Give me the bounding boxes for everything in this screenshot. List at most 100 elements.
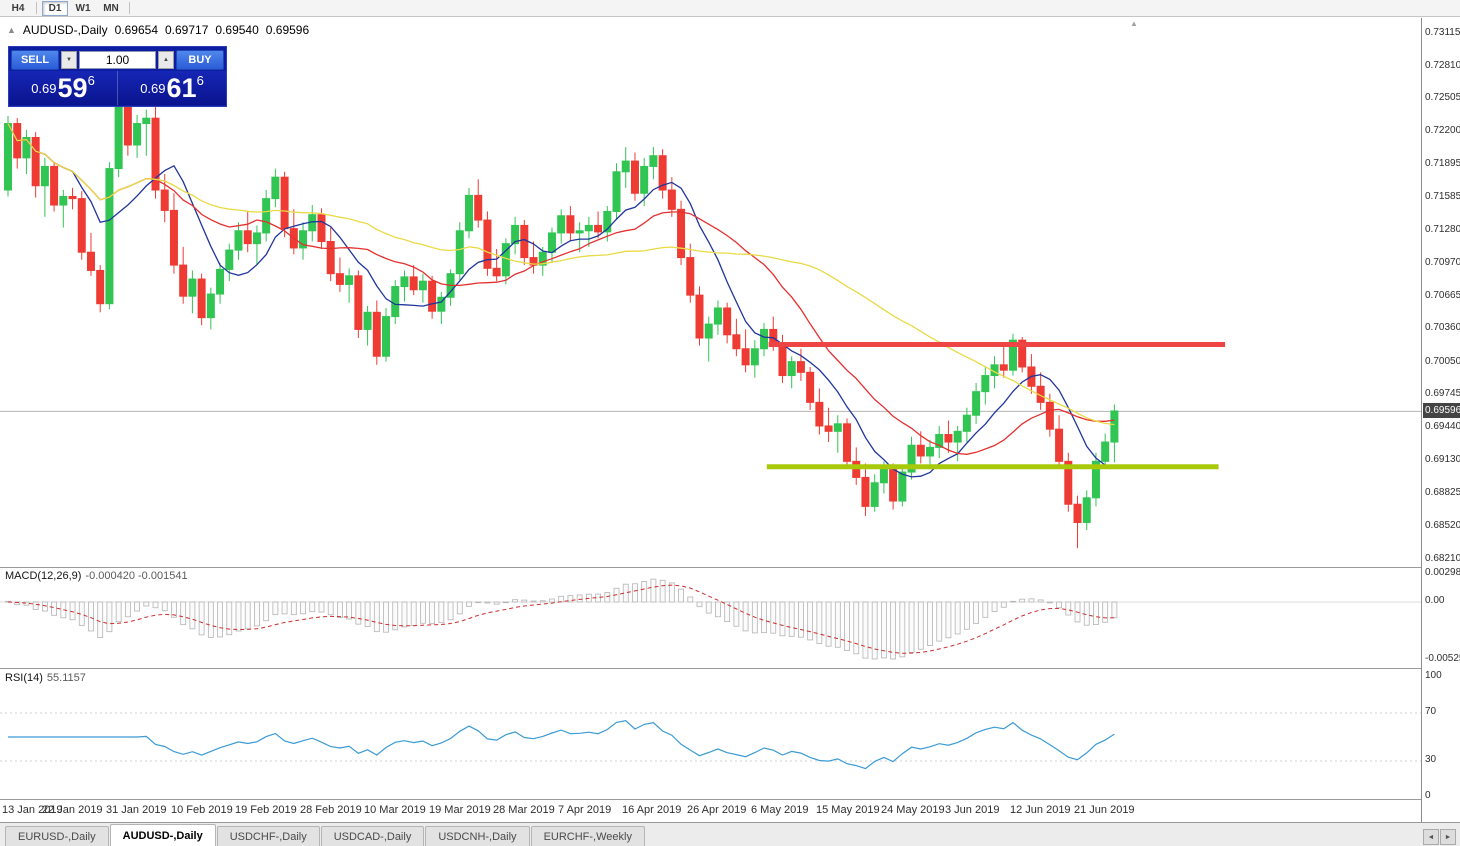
- price-axis[interactable]: 0.73115 0.72810 0.72505 0.72200 0.71895 0.715…: [1421, 18, 1460, 822]
- rsi-axis-label: 70: [1425, 706, 1437, 717]
- tab-scroll-left-button[interactable]: ◄: [1423, 829, 1439, 845]
- price-axis-label: 0.72200: [1425, 125, 1460, 136]
- price-axis-label: 0.71585: [1425, 191, 1460, 202]
- price-axis-label: 0.70050: [1425, 356, 1460, 367]
- sell-price-pips: 59: [57, 73, 88, 103]
- volume-input[interactable]: [79, 50, 156, 69]
- date-axis-label: 15 May 2019: [816, 804, 880, 816]
- pane-divider[interactable]: [0, 799, 1460, 800]
- chart-workspace: ▲ AUDUSD-,Daily 0.69654 0.69717 0.69540 …: [0, 18, 1460, 822]
- price-axis-label: 0.70970: [1425, 257, 1460, 268]
- pane-divider[interactable]: [0, 668, 1460, 669]
- chart-tab-usdchf-daily[interactable]: USDCHF-,Daily: [216, 826, 320, 846]
- price-chart-canvas[interactable]: [0, 18, 1421, 567]
- timeframe-button-d1[interactable]: D1: [42, 0, 68, 16]
- pane-divider[interactable]: [0, 567, 1460, 568]
- volume-increase-button[interactable]: ▲: [158, 50, 174, 69]
- rsi-axis-label: 0: [1425, 790, 1431, 801]
- quote-close: 0.69596: [265, 23, 310, 37]
- price-axis-label: 0.69130: [1425, 454, 1460, 465]
- moving-average-8-line: [7, 123, 1115, 478]
- moving-average-17-line: [7, 123, 1115, 455]
- moving-average-40-line: [7, 123, 1115, 426]
- macd-name: MACD(12,26,9): [5, 570, 82, 582]
- buy-price-pips: 61: [166, 73, 197, 103]
- date-axis-label: 21 Jun 2019: [1074, 804, 1135, 816]
- date-axis-label: 7 Apr 2019: [558, 804, 612, 816]
- chart-tab-eurchf-weekly[interactable]: EURCHF-,Weekly: [530, 826, 645, 846]
- rsi-indicator-label: RSI(14) 55.1157: [5, 672, 86, 684]
- date-axis-label: 10 Mar 2019: [364, 804, 426, 816]
- macd-pane-canvas[interactable]: [0, 568, 1421, 668]
- chart-header: ▲ AUDUSD-,Daily 0.69654 0.69717 0.69540 …: [7, 23, 309, 37]
- date-axis-label: 19 Mar 2019: [429, 804, 491, 816]
- date-axis-label: 22 Jan 2019: [42, 804, 103, 816]
- sell-price-point: 6: [87, 73, 95, 88]
- macd-axis-label: 0.002984: [1425, 567, 1460, 578]
- buy-price-point: 6: [196, 73, 204, 88]
- chart-tab-usdcnh-daily[interactable]: USDCNH-,Daily: [425, 826, 530, 846]
- sell-price-base: 0.69: [31, 80, 57, 96]
- price-axis-label: 0.70665: [1425, 290, 1460, 301]
- price-axis-label: 0.70360: [1425, 322, 1460, 333]
- current-price-tag: 0.69596: [1423, 403, 1460, 418]
- buy-price-display[interactable]: 0.69 61 6: [118, 71, 226, 105]
- price-axis-label: 0.68520: [1425, 520, 1460, 531]
- price-axis-label: 0.68210: [1425, 553, 1460, 564]
- date-axis-label: 13 Jan 2019: [2, 804, 63, 816]
- price-axis-label: 0.73115: [1425, 27, 1460, 38]
- one-click-panel-toggle-icon[interactable]: ▲: [7, 25, 16, 35]
- price-axis-label: 0.72810: [1425, 60, 1460, 71]
- toolbar-separator: [36, 2, 37, 14]
- chart-tab-eurusd-daily[interactable]: EURUSD-,Daily: [5, 826, 109, 846]
- date-axis-label: 16 Apr 2019: [622, 804, 682, 816]
- price-axis-label: 0.71895: [1425, 158, 1460, 169]
- trade-panel-controls: SELL ▼ ▲ BUY: [9, 47, 226, 70]
- candles-group: [4, 91, 1119, 549]
- price-axis-label: 0.72505: [1425, 92, 1460, 103]
- toolbar-separator: [129, 2, 130, 14]
- symbol-period-label: AUDUSD-,Daily: [22, 23, 108, 37]
- price-axis-label: 0.69745: [1425, 388, 1460, 399]
- quote-low: 0.69540: [215, 23, 259, 37]
- quote-high: 0.69717: [165, 23, 209, 37]
- date-axis-label: 28 Feb 2019: [300, 804, 362, 816]
- rsi-name: RSI(14): [5, 672, 43, 684]
- timeframe-button-w1[interactable]: W1: [75, 2, 91, 14]
- rsi-axis-label: 100: [1425, 670, 1442, 681]
- macd-axis-label: -0.005256: [1425, 653, 1460, 664]
- date-axis-label: 10 Feb 2019: [171, 804, 233, 816]
- timeframe-button-mn[interactable]: MN: [103, 2, 119, 14]
- date-axis-label: 24 May 2019: [881, 804, 945, 816]
- date-axis-label: 28 Mar 2019: [493, 804, 555, 816]
- tab-scroll-right-button[interactable]: ►: [1440, 829, 1456, 845]
- rsi-axis-label: 30: [1425, 754, 1437, 765]
- chart-tab-usdcad-daily[interactable]: USDCAD-,Daily: [320, 826, 425, 846]
- trade-panel-prices: 0.69 59 6 0.69 61 6: [9, 71, 226, 105]
- macd-histogram: [5, 578, 1118, 660]
- macd-axis-label: 0.00: [1425, 595, 1445, 606]
- rsi-pane-canvas[interactable]: [0, 669, 1421, 799]
- price-axis-label: 0.68825: [1425, 487, 1460, 498]
- date-axis-label: 3 Jun 2019: [945, 804, 1000, 816]
- quote-open: 0.69654: [114, 23, 158, 37]
- date-axis-label: 26 Apr 2019: [687, 804, 747, 816]
- timeframe-button-h4[interactable]: H4: [11, 2, 25, 14]
- chart-tab-bar: EURUSD-,Daily AUDUSD-,Daily USDCHF-,Daily U…: [0, 822, 1460, 846]
- macd-values: -0.000420 -0.001541: [85, 570, 188, 582]
- buy-price-base: 0.69: [140, 80, 166, 96]
- timeframe-toolbar: H4 D1 W1 MN: [0, 0, 1460, 17]
- volume-decrease-button[interactable]: ▼: [61, 50, 77, 69]
- tab-scroll-buttons: ◄ ►: [1423, 829, 1456, 845]
- sell-button[interactable]: SELL: [11, 49, 59, 70]
- sell-price-display[interactable]: 0.69 59 6: [9, 71, 118, 105]
- buy-button[interactable]: BUY: [176, 49, 224, 70]
- date-axis-label: 12 Jun 2019: [1010, 804, 1071, 816]
- chart-shift-marker-icon[interactable]: ▲: [1130, 19, 1138, 28]
- rsi-value: 55.1157: [46, 672, 86, 684]
- time-axis[interactable]: 13 Jan 2019 22 Jan 2019 31 Jan 2019 10 Feb …: [0, 800, 1421, 822]
- chart-tab-audusd-daily[interactable]: AUDUSD-,Daily: [109, 824, 216, 846]
- rsi-line: [8, 720, 1115, 770]
